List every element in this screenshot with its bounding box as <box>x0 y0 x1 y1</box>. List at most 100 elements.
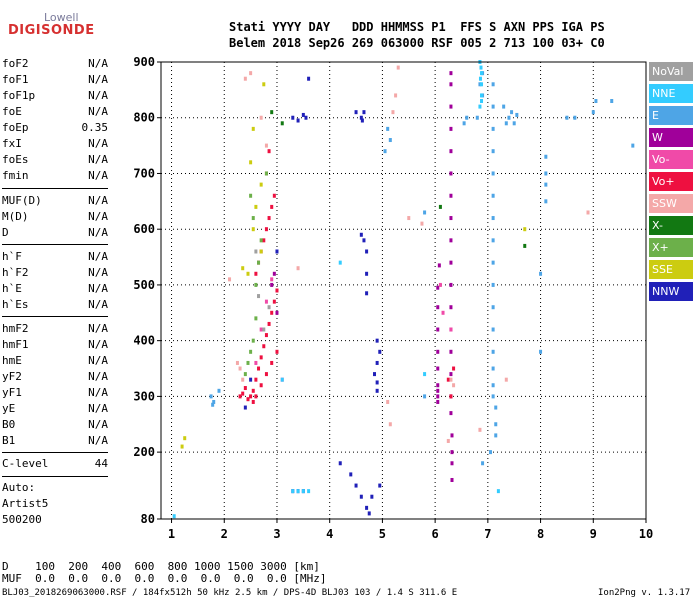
data-point <box>491 394 495 399</box>
data-point <box>449 238 453 243</box>
data-point <box>479 65 483 70</box>
grid <box>161 62 646 519</box>
data-point <box>246 397 250 402</box>
data-point <box>249 377 253 382</box>
data-point <box>246 360 250 365</box>
param-name: hmE <box>2 354 22 367</box>
clevel-label: C-level <box>2 457 49 470</box>
data-point <box>267 216 271 221</box>
param-value: N/A <box>88 169 108 182</box>
param-name: foF1 <box>2 73 29 86</box>
data-point <box>378 483 382 488</box>
param-name: h`F <box>2 250 22 263</box>
legend-item-x: X+ <box>649 238 693 257</box>
param-name: h`Es <box>2 298 29 311</box>
data-point <box>539 349 543 354</box>
data-point <box>391 110 395 115</box>
y-tick-label: 300 <box>133 389 155 403</box>
param-name: D <box>2 226 9 239</box>
y-tick-label: 900 <box>133 55 155 69</box>
y-tick-label: 400 <box>133 334 155 348</box>
x-tick-label: 2 <box>221 527 228 541</box>
data-point <box>257 260 261 265</box>
data-point <box>259 182 263 187</box>
data-point <box>270 360 274 365</box>
x-tick-label: 7 <box>484 527 491 541</box>
legend-item-vo: Vo- <box>649 150 693 169</box>
param-value: N/A <box>88 354 108 367</box>
data-point <box>183 436 187 441</box>
param-value: N/A <box>88 418 108 431</box>
param-value: N/A <box>88 266 108 279</box>
data-point <box>262 327 266 332</box>
x-tick-label: 6 <box>432 527 439 541</box>
series-x <box>270 110 527 248</box>
data-point <box>449 372 453 377</box>
data-point <box>259 383 263 388</box>
x-tick-label: 3 <box>273 527 280 541</box>
data-point <box>449 216 453 221</box>
data-point <box>249 349 253 354</box>
data-point <box>254 316 258 321</box>
data-point <box>449 71 453 76</box>
data-point <box>264 227 268 232</box>
y-tick-label: 200 <box>133 445 155 459</box>
legend-item-e: E <box>649 106 693 125</box>
param-name: B1 <box>2 434 16 447</box>
legend-item-nnw: NNW <box>649 282 693 301</box>
legend-item-w: W <box>649 128 693 147</box>
clevel-value: 44 <box>94 457 108 470</box>
data-point <box>367 511 371 516</box>
data-point <box>436 285 440 290</box>
data-point <box>420 221 424 226</box>
footer-file-info: BLJ03_2018269063000.RSF / 184fx512h 50 k… <box>2 588 458 598</box>
data-point <box>251 216 255 221</box>
data-point <box>241 266 245 271</box>
param-name: foEs <box>2 153 29 166</box>
x-tick-label: 1 <box>168 527 175 541</box>
series-vo <box>254 277 453 382</box>
data-point <box>386 399 390 404</box>
data-point <box>480 93 484 98</box>
data-point <box>251 126 255 131</box>
param-name: hmF1 <box>2 338 29 351</box>
data-point <box>280 121 284 126</box>
x-tick-label: 4 <box>326 527 333 541</box>
param-name: yF2 <box>2 370 22 383</box>
param-value: N/A <box>88 137 108 150</box>
series-sse <box>180 82 527 449</box>
data-point <box>238 394 242 399</box>
y-tick-label: 500 <box>133 278 155 292</box>
data-point <box>338 260 342 265</box>
data-point <box>491 238 495 243</box>
param-name: hmF2 <box>2 322 29 335</box>
data-point <box>254 377 258 382</box>
param-value: N/A <box>88 57 108 70</box>
data-point <box>267 149 271 154</box>
series-w <box>270 71 454 482</box>
data-point <box>254 271 258 276</box>
data-point <box>365 505 369 510</box>
data-point <box>491 327 495 332</box>
data-point <box>211 402 215 407</box>
data-point <box>291 115 295 120</box>
data-point <box>436 383 440 388</box>
y-tick-label: 800 <box>133 111 155 125</box>
data-point <box>544 182 548 187</box>
data-point <box>488 450 492 455</box>
data-point <box>180 444 184 449</box>
series-noval <box>254 249 271 332</box>
data-point <box>249 394 253 399</box>
data-point <box>270 277 274 282</box>
data-point <box>480 71 484 76</box>
data-point <box>436 327 440 332</box>
data-point <box>375 360 379 365</box>
data-point <box>243 372 247 377</box>
data-point <box>249 71 253 76</box>
panel-separator <box>2 452 108 453</box>
data-point <box>243 386 247 391</box>
data-point <box>264 333 268 338</box>
data-point <box>450 450 454 455</box>
data-point <box>251 338 255 343</box>
